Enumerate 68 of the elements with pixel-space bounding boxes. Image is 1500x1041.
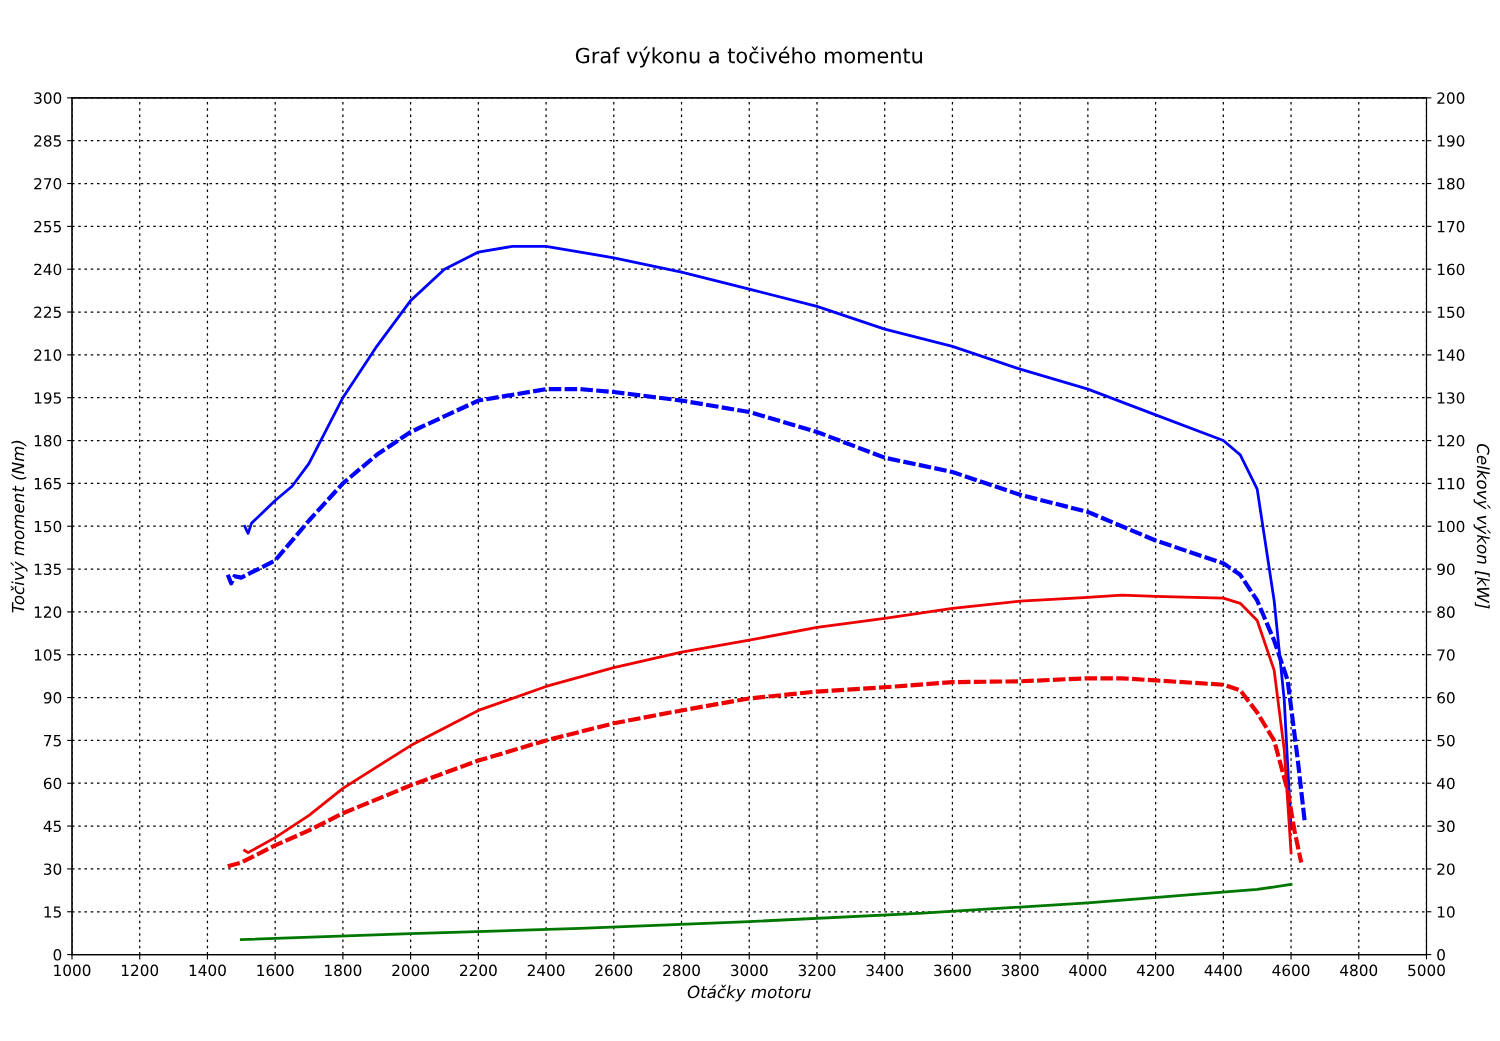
x-tick-label: 2200 <box>460 964 497 977</box>
y2-tick-label: 70 <box>1437 649 1455 661</box>
x-tick-label: 3200 <box>798 964 836 977</box>
x-tick-label: 2000 <box>392 964 430 977</box>
y-tick-label: 180 <box>34 435 62 447</box>
x-tick-label: 2400 <box>527 964 565 977</box>
y-tick-label: 255 <box>34 220 61 233</box>
y-tick-label: 0 <box>53 949 62 961</box>
y-tick-label: 150 <box>34 520 62 533</box>
y2-tick-label: 80 <box>1437 606 1455 618</box>
y2-tick-label: 40 <box>1436 777 1455 790</box>
x-tick-label: 1600 <box>257 964 294 977</box>
y2-tick-label: 30 <box>1437 820 1455 833</box>
y-tick-label: 240 <box>34 263 62 276</box>
y-tick-label: 15 <box>44 906 61 918</box>
y2-tick-label: 50 <box>1437 734 1455 747</box>
y-tick-label: 300 <box>34 92 62 104</box>
y2-tick-label: 190 <box>1437 135 1465 147</box>
x-axis-title: Otáčky motoru <box>687 984 811 1002</box>
y2-tick-label: 110 <box>1437 477 1465 490</box>
x-tick-label: 4600 <box>1272 964 1310 977</box>
y2-tick-label: 170 <box>1437 220 1465 233</box>
y2-tick-label: 130 <box>1437 392 1465 404</box>
x-tick-label: 4000 <box>1069 964 1107 977</box>
y-tick-label: 90 <box>43 692 62 704</box>
x-tick-label: 1200 <box>121 964 159 977</box>
line-series <box>239 882 1293 941</box>
y-tick-label: 75 <box>44 735 61 747</box>
chart-title: Graf výkonu a točivého momentu <box>575 46 922 68</box>
x-tick-label: 1800 <box>325 964 362 977</box>
x-tick-label: 1000 <box>54 964 91 977</box>
y2-tick-label: 0 <box>1437 949 1445 961</box>
y-tick-label: 270 <box>34 177 62 190</box>
y-axis-title: Točivý moment (Nm) <box>10 440 28 613</box>
y-tick-label: 135 <box>34 563 61 576</box>
x-tick-label: 5000 <box>1408 964 1445 977</box>
x-tick-label: 3000 <box>730 964 768 977</box>
y2-tick-label: 60 <box>1437 692 1455 704</box>
y-tick-label: 60 <box>43 777 62 790</box>
y2-tick-label: 10 <box>1437 906 1455 918</box>
y2-tick-label: 120 <box>1437 435 1465 447</box>
y-tick-label: 30 <box>44 863 62 875</box>
y-tick-label: 120 <box>34 606 62 618</box>
y-tick-label: 210 <box>34 349 62 361</box>
x-tick-label: 2800 <box>663 964 700 977</box>
y2-tick-label: 150 <box>1437 306 1465 319</box>
y2-tick-label: 20 <box>1437 863 1455 875</box>
y2-tick-label: 100 <box>1437 520 1465 533</box>
x-tick-label: 2600 <box>595 964 633 977</box>
y-tick-label: 225 <box>34 306 61 319</box>
x-tick-label: 3800 <box>1001 964 1039 977</box>
x-tick-label: 4800 <box>1340 964 1378 977</box>
y2-tick-label: 200 <box>1437 92 1465 104</box>
x-tick-label: 4400 <box>1204 964 1242 977</box>
y2-tick-label: 180 <box>1437 177 1465 190</box>
y2-axis-title: Celkový výkon [kW] <box>1473 443 1491 609</box>
x-tick-label: 1400 <box>189 964 226 977</box>
x-tick-label: 3600 <box>934 964 971 977</box>
y2-tick-label: 160 <box>1437 263 1465 276</box>
x-tick-label: 3400 <box>866 964 904 977</box>
y2-tick-label: 90 <box>1437 563 1455 576</box>
x-tick-label: 4200 <box>1136 964 1175 977</box>
y-tick-label: 165 <box>34 477 61 490</box>
y2-tick-label: 140 <box>1437 349 1465 361</box>
y-tick-label: 105 <box>34 649 61 661</box>
y-tick-label: 195 <box>34 392 61 404</box>
y-tick-label: 285 <box>34 135 61 147</box>
y-tick-label: 45 <box>43 820 61 833</box>
